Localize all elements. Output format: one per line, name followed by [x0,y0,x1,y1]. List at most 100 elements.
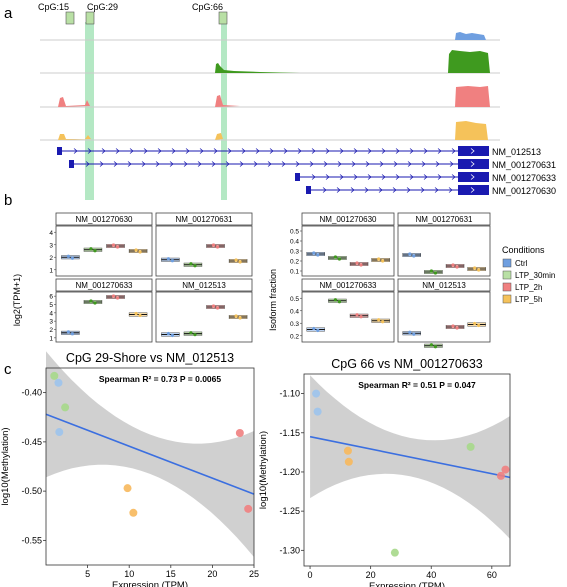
legend-swatch-30min [502,270,512,280]
data-point-ltp_5h [344,457,353,466]
strand-arrow [297,148,302,154]
track-ctrl-peak [455,32,486,40]
strand-arrow [211,161,216,167]
y-tick-label: -0.40 [21,388,42,398]
y-tick-label: 0.2 [290,333,299,340]
strand-arrow [225,161,230,167]
scatter-annotation: Spearman R² = 0.51 P = 0.047 [358,380,476,390]
data-point-ltp_5h [343,446,352,455]
strand-arrow [470,174,475,180]
x-tick-label: 5 [85,569,90,579]
scatter-title: CpG 66 vs NM_001270633 [331,357,483,371]
facet-point [66,254,70,258]
strand-arrow [171,148,176,154]
strand-arrow [101,148,106,154]
strand-arrow [281,161,286,167]
legend-swatch-ctrl [502,258,512,268]
data-point-ctrl [312,389,321,398]
strand-arrow [367,174,372,180]
strand-arrow [99,161,104,167]
facet-point [355,261,359,265]
strand-arrow [309,161,314,167]
data-point-ltp_30min [390,548,399,557]
strand-arrow [406,187,411,193]
facet-right-2: NM_001270633 0.2 0.3 0.4 0.5 [290,278,395,343]
strand-arrow [267,161,272,167]
strand-arrow [351,161,356,167]
facet-point [111,243,116,247]
y-tick-label: 5 [49,302,53,309]
facet-point [355,313,359,317]
x-tick-label: 20 [207,569,217,579]
facet-strip [155,212,253,226]
strand-arrow [227,148,232,154]
cpg15-box [65,11,75,25]
facet-title: NM_001270631 [176,215,233,224]
transcript-first-exon-0 [57,147,62,155]
facet-title: NM_001270630 [320,215,377,224]
strand-arrow [322,187,327,193]
track-2h-peak2 [215,95,240,107]
transcript-first-exon-2 [295,173,300,181]
facet-strip [397,278,491,292]
data-point-ctrl [55,428,64,437]
legend-title: Conditions [502,245,545,255]
strand-arrow [379,161,384,167]
strand-arrow [336,187,341,193]
strand-arrow [407,161,412,167]
strand-arrow [85,161,90,167]
y-tick-label: 4 [49,310,53,317]
facet-point [215,245,220,249]
strand-arrow [364,187,369,193]
facet-point [193,264,197,268]
data-point-ltp_30min [61,403,70,412]
facet-point [93,301,97,305]
strand-arrow [323,161,328,167]
strand-arrow [241,148,246,154]
panel-b-right-ylabel: Isoform fraction [268,269,278,331]
strand-arrow [269,148,274,154]
y-tick-label: 0.4 [290,239,299,246]
facet-point [333,255,338,259]
facet-point [234,314,238,318]
transcript-first-exon-3 [306,186,311,194]
facet-title: NM_001270633 [320,281,377,290]
facet-point [477,268,481,272]
facet-point [93,249,97,253]
facet-point [193,333,197,337]
track-5h-peak2 [215,133,223,140]
x-axis-label: Expression (TPM) [112,580,188,587]
strand-arrow [367,148,372,154]
facet-frame [55,291,153,343]
facet-left-3: NM_012513 [155,278,253,343]
y-axis-label: log10(Methylation) [0,427,11,505]
strand-arrow [199,148,204,154]
strand-arrow [409,174,414,180]
facet-point [451,324,455,328]
strand-arrow [325,148,330,154]
conditions-legend: Conditions Ctrl LTP_30min LTP_2h LTP_5h [502,245,555,304]
facet-frame [155,225,253,277]
strand-arrow [470,187,475,193]
x-tick-label: 15 [166,569,176,579]
facet-point [238,316,242,320]
regression-line [45,413,255,495]
transcript-label-nm001270633: NM_001270633 [492,173,556,183]
strand-arrow [197,161,202,167]
facet-point [359,263,363,267]
x-tick-label: 25 [249,569,259,579]
facet-point [429,269,434,273]
facet-point [189,331,193,335]
y-axis-label: log10(Methylation) [258,431,269,509]
strand-arrow [451,174,456,180]
coverage-tracks [40,32,500,141]
facet-point [381,320,385,324]
facet-point [170,333,174,338]
facet-frame [301,291,395,343]
y-tick-label: 0.1 [290,269,299,276]
panel-b-label: b [4,192,12,209]
facet-point [333,298,338,302]
strand-arrow [239,161,244,167]
panel-b-facets: NM_0012706301234NM_001270631NM_001270633… [49,212,491,349]
y-tick-label: 3 [49,242,53,249]
